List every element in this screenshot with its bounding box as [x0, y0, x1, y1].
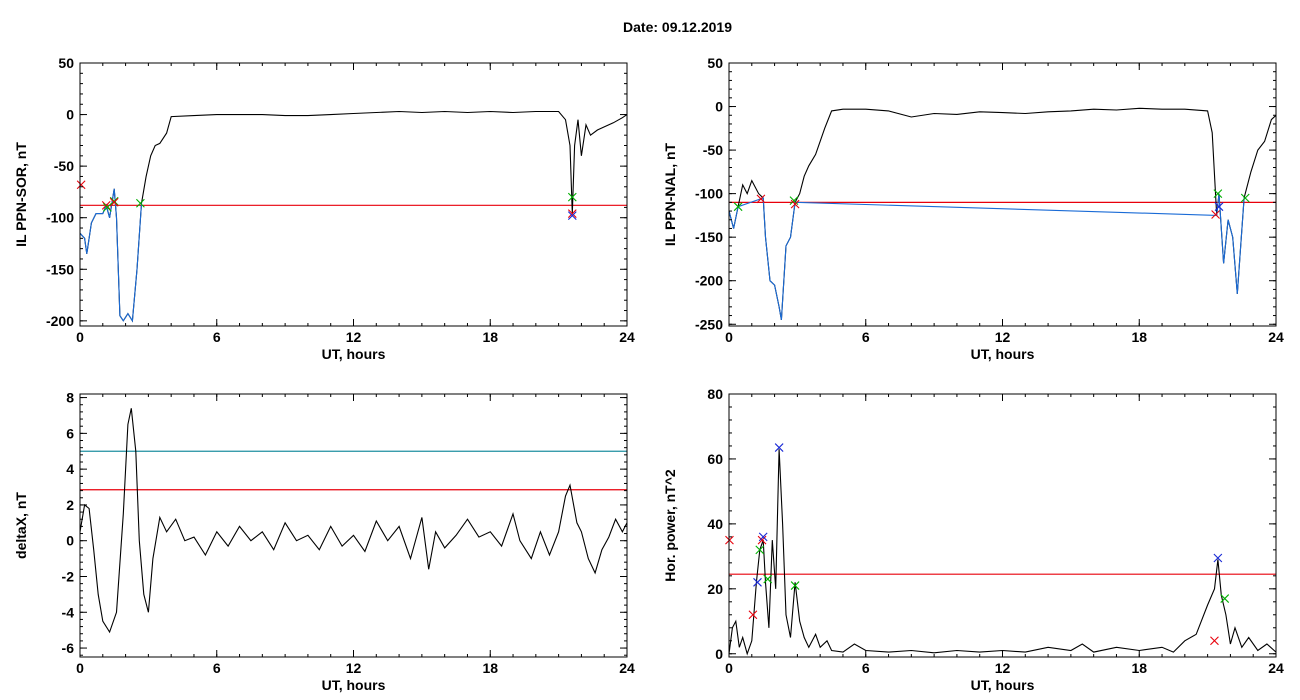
y-tick-label: 80 — [707, 386, 723, 402]
event-marker-8 — [567, 211, 577, 221]
panel-ppn-sor: 0 6 12 18 24 -200 -150 -100 -50 0 50 UT, hours IL PP… — [13, 55, 635, 362]
x-tick-label: 12 — [346, 660, 362, 676]
event-marker-7 — [567, 209, 577, 218]
series-line-0 — [79, 110, 628, 323]
y-tick-label: -200 — [695, 273, 723, 289]
plot-frame — [79, 62, 628, 327]
plot-frame — [79, 393, 628, 658]
series-line-1 — [79, 188, 143, 323]
event-marker-9 — [1210, 636, 1219, 646]
x-tick-label: 0 — [725, 329, 733, 345]
y-axis-label: Hor. power, nT^2 — [662, 469, 678, 582]
figure-title: Date: 09.12.2019 — [623, 19, 732, 35]
y-tick-label: 0 — [66, 533, 74, 549]
y-tick-label: 40 — [707, 516, 723, 532]
x-tick-label: 6 — [862, 660, 870, 676]
x-tick-label: 24 — [1268, 660, 1284, 676]
x-tick-label: 18 — [1131, 660, 1147, 676]
x-axis-label: UT, hours — [971, 677, 1035, 693]
event-marker-6 — [763, 574, 773, 584]
x-axis-label: UT, hours — [322, 677, 386, 693]
event-marker-8 — [790, 581, 800, 590]
event-marker-3 — [755, 545, 765, 555]
x-tick-label: 18 — [482, 329, 498, 345]
y-tick-label: 0 — [715, 646, 723, 662]
plot-frame — [728, 62, 1277, 327]
event-marker-7 — [774, 443, 784, 452]
event-marker-4 — [109, 197, 119, 207]
panel-ppn-nal: 0 6 12 18 24 -250 -200 -150 -100 -50 0 50 UT, hours I… — [662, 55, 1284, 362]
event-marker-5 — [758, 532, 768, 542]
plot-frame — [728, 393, 1277, 658]
x-tick-label: 6 — [213, 660, 221, 676]
x-tick-label: 18 — [1131, 329, 1147, 345]
x-axis-label: UT, hours — [971, 346, 1035, 362]
y-tick-label: -150 — [46, 261, 74, 277]
x-axis-label: UT, hours — [322, 346, 386, 362]
event-marker-0 — [76, 180, 86, 190]
x-tick-label: 0 — [725, 660, 733, 676]
y-tick-label: 50 — [707, 55, 723, 71]
y-axis-label: deltaX, nT — [13, 492, 29, 559]
y-tick-label: -4 — [62, 604, 75, 620]
y-tick-label: -100 — [46, 210, 74, 226]
y-tick-label: -150 — [695, 229, 723, 245]
x-tick-label: 24 — [1268, 329, 1284, 345]
y-tick-label: 60 — [707, 451, 723, 467]
series-line-1 — [728, 193, 1245, 320]
event-marker-7 — [1240, 193, 1250, 203]
event-marker-11 — [1220, 594, 1230, 603]
y-axis-label: IL PPN-NAL, nT — [662, 142, 678, 246]
y-tick-label: -2 — [62, 568, 75, 584]
y-tick-label: -50 — [703, 142, 723, 158]
event-marker-6 — [1214, 202, 1224, 212]
x-tick-label: 12 — [995, 660, 1011, 676]
y-tick-label: 8 — [66, 390, 74, 406]
event-marker-2 — [753, 577, 762, 587]
x-tick-label: 0 — [76, 660, 84, 676]
y-axis-label: IL PPN-SOR, nT — [13, 142, 29, 247]
event-marker-1 — [748, 610, 758, 620]
event-marker-4 — [757, 535, 767, 545]
y-tick-label: -250 — [695, 316, 723, 332]
x-tick-label: 24 — [619, 329, 635, 345]
event-marker-1 — [101, 200, 111, 210]
y-tick-label: -100 — [695, 186, 723, 202]
event-marker-0 — [733, 202, 743, 212]
event-marker-4 — [1211, 210, 1220, 219]
series-line-0 — [79, 408, 628, 634]
y-tick-label: -200 — [46, 313, 74, 329]
series-line-0 — [728, 107, 1277, 320]
x-tick-label: 12 — [346, 329, 362, 345]
y-tick-label: 0 — [66, 107, 74, 123]
x-tick-label: 24 — [619, 660, 635, 676]
event-marker-1 — [756, 194, 766, 204]
y-tick-label: 4 — [66, 461, 74, 477]
event-marker-5 — [136, 198, 145, 208]
panel-hor-power: 0 6 12 18 24 0 20 40 60 80 UT, hours Hor. power, nT… — [662, 386, 1284, 693]
y-tick-label: -6 — [62, 640, 75, 656]
x-tick-label: 12 — [995, 329, 1011, 345]
x-tick-label: 0 — [76, 329, 84, 345]
y-tick-label: -50 — [54, 158, 74, 174]
y-tick-label: 2 — [66, 497, 74, 513]
x-tick-label: 6 — [862, 329, 870, 345]
x-tick-label: 18 — [482, 660, 498, 676]
y-tick-label: 0 — [715, 99, 723, 115]
event-marker-5 — [1213, 189, 1223, 199]
y-tick-label: 20 — [707, 581, 723, 597]
event-marker-6 — [567, 192, 577, 202]
x-tick-label: 6 — [213, 329, 221, 345]
event-marker-10 — [1213, 553, 1223, 563]
event-marker-3 — [790, 199, 800, 209]
event-marker-3 — [109, 196, 119, 206]
series-line-0 — [728, 449, 1277, 656]
y-tick-label: 50 — [58, 55, 74, 71]
y-tick-label: 6 — [66, 425, 74, 441]
